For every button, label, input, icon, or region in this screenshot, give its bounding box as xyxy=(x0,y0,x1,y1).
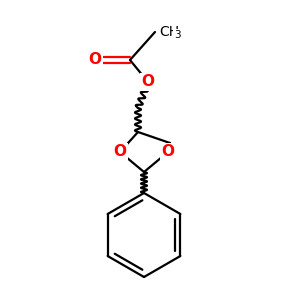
Text: O: O xyxy=(113,145,127,160)
Text: O: O xyxy=(161,145,175,160)
Text: 3: 3 xyxy=(174,30,181,40)
Text: O: O xyxy=(88,52,101,68)
Text: O: O xyxy=(142,74,154,89)
Text: CH: CH xyxy=(159,25,179,39)
